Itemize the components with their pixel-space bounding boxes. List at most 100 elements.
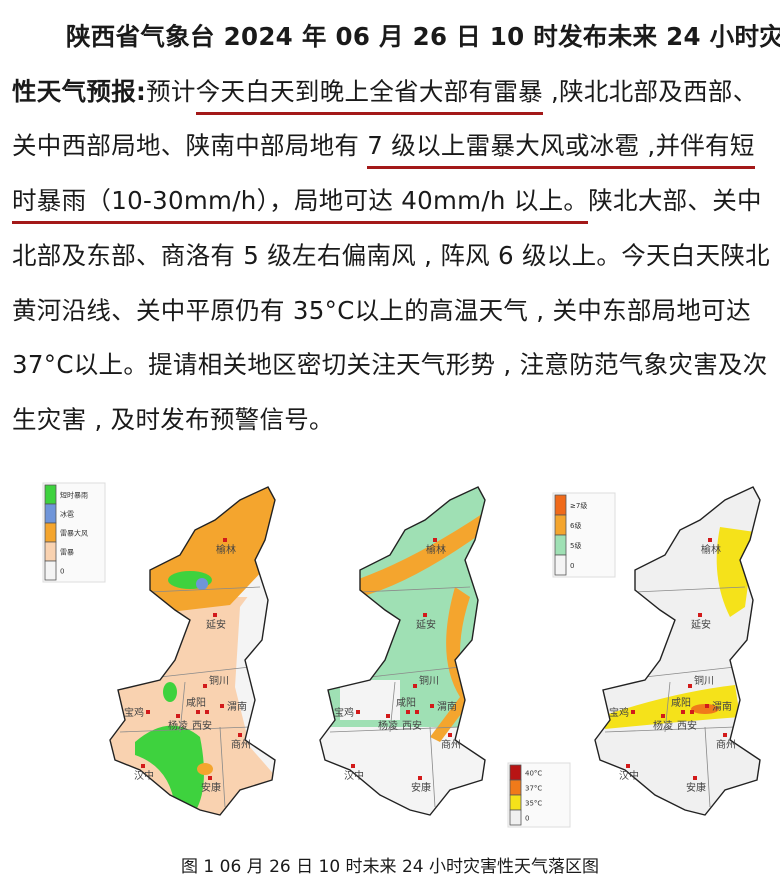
heat37-area [691, 704, 719, 714]
rainstorm-area [135, 725, 204, 812]
city-label: 榆林 [216, 543, 236, 556]
district-boundary [359, 586, 471, 593]
legend-swatch [44, 541, 57, 562]
city-label: 咸阳 [396, 697, 416, 709]
district-boundary [149, 586, 261, 593]
underlined-text: 时暴雨（10-30mm/h），局地可达 40mm/h 以上。 [12, 186, 589, 224]
city-marker [430, 704, 434, 708]
text-segment: 预计 [146, 77, 196, 106]
city-label: 安康 [411, 781, 431, 794]
city-label: 汉中 [619, 769, 639, 782]
legend-swatch [554, 554, 567, 576]
text-segment: ,陕北北部及西部、 [542, 77, 758, 106]
city-marker [690, 710, 694, 714]
city-label: 商州 [441, 738, 461, 751]
text-line: 陕西省气象台 2024 年 06 月 26 日 10 时发布未来 24 小时灾害 [66, 22, 780, 52]
city-label: 榆林 [426, 543, 446, 556]
city-label: 杨凌 [168, 719, 188, 732]
city-label: 安康 [686, 781, 706, 794]
city-marker [205, 710, 209, 714]
city-label: 商州 [716, 738, 736, 751]
map-legend-2: ≥7级 6级 5级 0 [552, 492, 616, 578]
city-marker [238, 733, 242, 737]
legend-label: 35°C [525, 800, 542, 808]
city-label: 咸阳 [186, 697, 206, 709]
city-marker [406, 710, 410, 714]
city-label: 西安 [677, 719, 697, 732]
district-boundary [119, 726, 251, 733]
city-label: 铜川 [694, 675, 714, 687]
legend-swatch [44, 522, 57, 543]
district-boundary [704, 726, 711, 808]
city-marker [223, 538, 227, 542]
legend-label: 37°C [525, 785, 542, 793]
city-marker [418, 776, 422, 780]
city-marker [146, 710, 150, 714]
city-label: 咸阳 [671, 697, 691, 709]
legend-label: 0 [525, 815, 529, 823]
city-label: 渭南 [227, 700, 247, 713]
legend-label: 雷暴大风 [60, 529, 88, 538]
legend-swatch [44, 484, 57, 505]
level6-area [350, 512, 485, 597]
text-line: 北部及东部、商洛有 5 级左右偏南风 , 阵风 6 级以上。今天白天陕北 [12, 241, 770, 271]
underlined-text: 7 级以上雷暴大风或冰雹 ,并伴有短 [367, 131, 755, 169]
rainstorm-area [163, 682, 177, 702]
district-boundary [389, 681, 396, 733]
city-label: 杨凌 [653, 719, 673, 732]
map-legend-3: 40°C 37°C 35°C 0 [507, 762, 571, 828]
legend-label: 雷暴 [60, 549, 74, 557]
city-marker [176, 714, 180, 718]
district-boundary [664, 681, 671, 733]
city-label: 延安 [206, 618, 226, 631]
city-marker [356, 710, 360, 714]
heat35-area [605, 685, 740, 729]
city-marker [661, 714, 665, 718]
district-boundary [159, 666, 251, 678]
city-marker [213, 613, 217, 617]
city-marker [688, 684, 692, 688]
city-label: 汉中 [134, 769, 154, 782]
city-label: 延安 [691, 618, 711, 631]
text-segment: 黄河沿线、关中平原仍有 35°C以上的高温天气 , 关中东部局地可达 [12, 296, 751, 325]
text-segment: 陕北大部、关中 [588, 186, 762, 215]
province-border [594, 486, 761, 816]
city-label: 宝鸡 [124, 706, 144, 719]
city-marker [413, 684, 417, 688]
no-wind-area [340, 680, 400, 720]
city-marker [203, 684, 207, 688]
city-marker [626, 764, 630, 768]
legend-label: 冰雹 [60, 510, 74, 519]
text-segment: 37°C以上。提请相关地区密切关注天气形势 , 注意防范气象灾害及次 [12, 350, 768, 379]
text-line: 关中西部局地、陕南中部局地有 7 级以上雷暴大风或冰雹 ,并伴有短 [12, 131, 755, 169]
district-boundary [604, 726, 736, 733]
city-marker [433, 538, 437, 542]
legend-swatch [554, 534, 567, 556]
city-marker [698, 613, 702, 617]
city-marker [196, 710, 200, 714]
text-line: 生灾害 , 及时发布预警信号。 [12, 405, 334, 435]
district-boundary [329, 726, 461, 733]
city-marker [423, 613, 427, 617]
city-marker [631, 710, 635, 714]
city-label: 西安 [192, 719, 212, 732]
legend-swatch [509, 809, 522, 826]
city-label: 榆林 [701, 543, 721, 556]
level6-area [430, 587, 470, 742]
thunder-gale-area [197, 763, 213, 775]
city-label: 安康 [201, 781, 221, 794]
legend-label: 0 [570, 562, 574, 570]
city-marker [351, 764, 355, 768]
text-line: 37°C以上。提请相关地区密切关注天气形势 , 注意防范气象灾害及次 [12, 350, 768, 380]
province-border [319, 486, 486, 816]
district-boundary [219, 726, 226, 808]
legend-swatch [44, 503, 57, 524]
legend-swatch [554, 494, 567, 516]
district-boundary [369, 666, 461, 678]
text-segment: 关中西部局地、陕南中部局地有 [12, 131, 368, 160]
province-border [109, 486, 276, 816]
legend-swatch [554, 514, 567, 536]
